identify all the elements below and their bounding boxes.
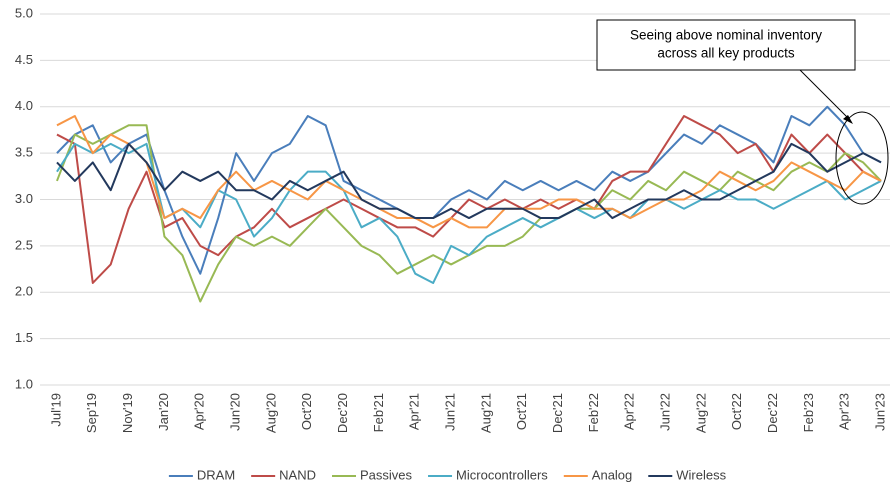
- x-tick-label: Oct'22: [729, 393, 744, 430]
- legend-label: Passives: [360, 467, 413, 482]
- x-tick-label: Aug'20: [263, 393, 278, 433]
- y-tick-label: 2.5: [15, 237, 33, 252]
- x-tick-label: Dec'21: [550, 393, 565, 433]
- x-tick-label: Jun'20: [228, 393, 243, 431]
- plot: 1.0 1.5 2.0 2.5 3.0 3.5 4.0 4.5 5.0 Jul'19 Sep'19 N…: [15, 5, 890, 482]
- legend-label: DRAM: [197, 467, 235, 482]
- x-tick-label: Apr'21: [407, 393, 422, 430]
- legend-label: Microcontrollers: [456, 467, 548, 482]
- x-tick-label: Jul'19: [48, 393, 63, 427]
- x-tick-label: Apr'20: [192, 393, 207, 430]
- x-tick-label: Oct'21: [514, 393, 529, 430]
- legend-item: DRAM: [168, 467, 235, 482]
- y-tick-label: 3.0: [15, 191, 33, 206]
- legend-label: Wireless: [676, 467, 726, 482]
- y-tick-label: 4.0: [15, 98, 33, 113]
- series-line: [56, 142, 882, 284]
- x-tick-label: Apr'23: [837, 393, 852, 430]
- y-tick-label: 4.5: [15, 52, 33, 67]
- x-tick-label: Apr'22: [622, 393, 637, 430]
- legend-item: Microcontrollers: [428, 467, 548, 482]
- x-tick-label: Feb'22: [586, 393, 601, 432]
- highlight-ellipse: [835, 111, 889, 205]
- x-tick-label: Feb'21: [371, 393, 386, 432]
- series-line: [56, 115, 882, 229]
- x-tick-label: Dec'20: [335, 393, 350, 433]
- annotation-text: across all key products: [657, 46, 795, 61]
- series-line: [56, 115, 882, 284]
- annotation-arrow: [799, 69, 851, 121]
- legend-item: Analog: [563, 467, 632, 482]
- legend-label: Analog: [592, 467, 632, 482]
- annotation-text: Seeing above nominal inventory: [630, 28, 822, 43]
- y-tick-label: 5.0: [15, 5, 33, 20]
- legend-item: Wireless: [648, 467, 727, 482]
- y-tick-label: 3.5: [15, 145, 33, 160]
- legend-item: NAND: [251, 467, 316, 482]
- series-line: [56, 124, 882, 303]
- series-line: [56, 105, 882, 275]
- y-tick-label: 2.0: [15, 284, 33, 299]
- legend-label: NAND: [279, 467, 316, 482]
- y-tick-label: 1.0: [15, 376, 33, 391]
- x-tick-label: Nov'19: [120, 393, 135, 433]
- series-line: [56, 142, 882, 220]
- x-tick-label: Sep'19: [84, 393, 99, 433]
- x-tick-label: Feb'23: [801, 393, 816, 432]
- x-tick-label: Jan'20: [156, 393, 171, 431]
- legend: DRAM NAND Passives Microcontrollers Analog Wi…: [168, 467, 727, 482]
- annotation-box: [596, 19, 856, 71]
- y-tick-label: 1.5: [15, 330, 33, 345]
- x-tick-label: Oct'20: [299, 393, 314, 430]
- legend-item: Passives: [332, 467, 413, 482]
- x-tick-label: Aug'22: [693, 393, 708, 433]
- x-tick-label: Aug'21: [478, 393, 493, 433]
- x-tick-label: Jun'23: [872, 393, 887, 431]
- x-tick-label: Jun'22: [658, 393, 673, 431]
- x-tick-label: Dec'22: [765, 393, 780, 433]
- x-tick-label: Jun'21: [443, 393, 458, 431]
